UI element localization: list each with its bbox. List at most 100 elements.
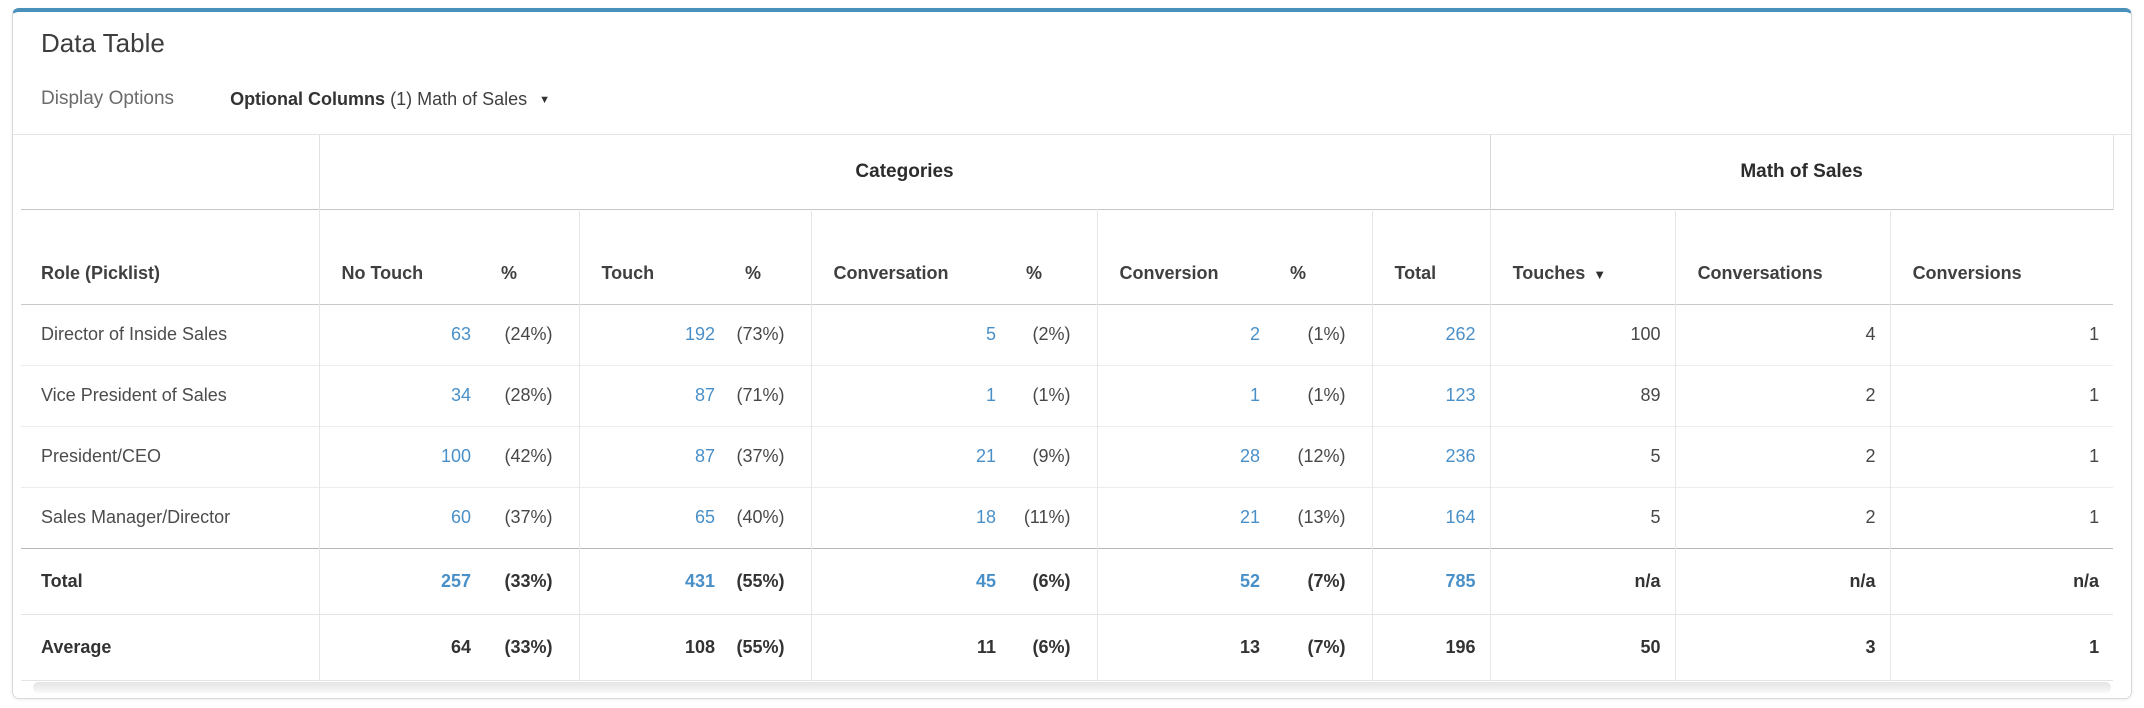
column-header-total[interactable]: Total [1371,209,1491,304]
optional-columns-value: (1) Math of Sales [390,88,528,109]
display-options-label: Display Options [41,88,175,109]
touches-average-cell: 50 [1489,614,1676,680]
conversion-link[interactable]: 2 [1249,324,1260,344]
role-cell: Sales Manager/Director [41,507,231,527]
conversion-total-link[interactable]: 52 [1239,570,1260,591]
conversation-link[interactable]: 5 [985,324,996,344]
conversation-total-link[interactable]: 45 [975,570,996,591]
grand-total-link[interactable]: 785 [1445,570,1476,591]
total-link[interactable]: 236 [1445,446,1476,466]
column-header-conversations[interactable]: Conversations [1674,209,1891,304]
column-header-no-touch-pct[interactable]: % [501,262,518,283]
conversation-pct-cell: (11%) [1023,507,1071,527]
column-header-touches-sorted[interactable]: Touches ▼ [1489,209,1676,304]
role-cell: President/CEO [41,446,162,466]
touch-total-link[interactable]: 431 [684,570,715,591]
conversation-average-cell: 11 [810,614,1010,680]
conversion-link[interactable]: 1 [1249,385,1260,405]
role-cell: Director of Inside Sales [41,324,228,344]
data-table-panel: Data Table Display Options Optional Colu… [12,8,2132,699]
display-options-row: Display Options Optional Columns (1) Mat… [41,88,2103,134]
table-row: Sales Manager/Director 60 (37%) 65 (40%)… [21,487,2114,548]
no-touch-pct-cell: (37%) [504,507,553,527]
average-label: Average [41,636,112,657]
touch-link[interactable]: 192 [684,324,715,344]
column-header-conversion-pct[interactable]: % [1290,262,1307,283]
conversions-cell: 1 [1889,487,2114,548]
column-header-touch-pct[interactable]: % [745,262,762,283]
column-header-conversions[interactable]: Conversions [1889,209,2114,304]
total-link[interactable]: 123 [1445,385,1476,405]
column-header-no-touch[interactable]: No Touch [318,209,485,304]
column-header-conversation[interactable]: Conversation [810,209,1010,304]
no-touch-link[interactable]: 34 [450,385,471,405]
conversations-average-cell: 3 [1674,614,1891,680]
conversion-link[interactable]: 28 [1239,446,1260,466]
touch-pct-cell: (37%) [736,446,785,466]
column-header-role[interactable]: Role (Picklist) [41,262,161,283]
no-touch-average-cell: 64 [318,614,485,680]
conversion-pct-cell: (1%) [1307,324,1346,344]
touches-cell: 100 [1489,304,1676,365]
total-label: Total [41,570,83,591]
touch-pct-cell: (73%) [736,324,785,344]
page-title: Data Table [41,28,165,58]
total-link[interactable]: 164 [1445,507,1476,527]
no-touch-link[interactable]: 60 [450,507,471,527]
conversion-link[interactable]: 21 [1239,507,1260,527]
group-header-math-of-sales: Math of Sales [1489,135,2114,209]
touch-link[interactable]: 65 [694,507,715,527]
conversions-cell: 1 [1889,365,2114,426]
touch-average-cell: 108 [578,614,729,680]
touch-average-pct: (55%) [736,636,785,657]
table-row: President/CEO 100 (42%) 87 (37%) 21 (9%)… [21,426,2114,487]
column-header-touches-label: Touches [1512,262,1586,283]
conversations-cell: 2 [1674,426,1891,487]
table-row: Director of Inside Sales 63 (24%) 192 (7… [21,304,2114,365]
no-touch-pct-cell: (42%) [504,446,553,466]
conversation-pct-cell: (2%) [1032,324,1071,344]
conversion-average-pct: (7%) [1307,636,1346,657]
conversation-link[interactable]: 18 [975,507,996,527]
role-cell: Vice President of Sales [41,385,227,405]
conversation-pct-cell: (1%) [1032,385,1071,405]
total-average-cell: 196 [1371,614,1491,680]
touches-cell: 89 [1489,365,1676,426]
total-link[interactable]: 262 [1445,324,1476,344]
column-header-touch[interactable]: Touch [578,209,729,304]
touch-pct-cell: (40%) [736,507,785,527]
no-touch-total-link[interactable]: 257 [440,570,471,591]
column-header-conversation-pct[interactable]: % [1026,262,1043,283]
touch-link[interactable]: 87 [694,446,715,466]
touch-link[interactable]: 87 [694,385,715,405]
conversions-average-cell: 1 [1889,614,2114,680]
column-header-conversion[interactable]: Conversion [1096,209,1274,304]
no-touch-link[interactable]: 63 [450,324,471,344]
average-row: Average 64 (33%) 108 (55%) 11 (6%) 13 (7… [21,614,2114,680]
no-touch-pct-cell: (28%) [504,385,553,405]
conversation-link[interactable]: 1 [985,385,996,405]
group-header-categories: Categories [318,135,1491,209]
optional-columns-label: Optional Columns [230,88,386,109]
conversion-total-pct: (7%) [1307,570,1346,591]
total-row: Total 257 (33%) 431 (55%) 45 (6%) 52 (7%… [21,548,2114,614]
conversion-average-cell: 13 [1096,614,1274,680]
conversion-pct-cell: (1%) [1307,385,1346,405]
table-row: Vice President of Sales 34 (28%) 87 (71%… [21,365,2114,426]
conversions-cell: 1 [1889,304,2114,365]
conversations-total-cell: n/a [1674,548,1891,614]
conversations-cell: 2 [1674,487,1891,548]
conversations-cell: 2 [1674,365,1891,426]
panel-header: Data Table Display Options Optional Colu… [13,12,2131,135]
chevron-down-icon: ▼ [539,93,551,106]
group-header-row: Categories Math of Sales [21,135,2114,209]
optional-columns-dropdown[interactable]: Optional Columns (1) Math of Sales ▼ [230,89,550,110]
touch-pct-cell: (71%) [736,385,785,405]
group-header-empty [21,135,319,209]
touches-cell: 5 [1489,487,1676,548]
no-touch-total-pct: (33%) [504,570,553,591]
no-touch-link[interactable]: 100 [440,446,471,466]
conversation-pct-cell: (9%) [1032,446,1071,466]
conversation-link[interactable]: 21 [975,446,996,466]
horizontal-scrollbar[interactable] [33,682,2111,693]
